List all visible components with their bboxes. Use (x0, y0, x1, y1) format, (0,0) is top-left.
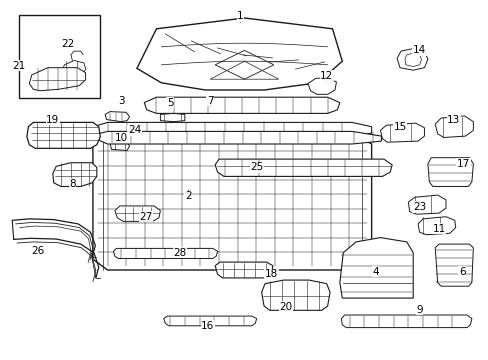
Polygon shape (396, 49, 427, 70)
Polygon shape (110, 140, 129, 150)
Polygon shape (115, 206, 160, 221)
Text: 19: 19 (46, 114, 60, 125)
Bar (19, 15, 100, 98)
Polygon shape (93, 133, 371, 270)
Text: 4: 4 (371, 267, 378, 277)
Polygon shape (434, 116, 472, 138)
Text: 18: 18 (264, 269, 278, 279)
Text: 14: 14 (412, 45, 426, 55)
Polygon shape (137, 18, 342, 90)
Text: 13: 13 (446, 114, 460, 125)
Text: 26: 26 (31, 246, 45, 256)
Text: 20: 20 (279, 302, 292, 312)
Text: 22: 22 (61, 39, 74, 49)
Text: 23: 23 (412, 202, 426, 212)
Text: 7: 7 (206, 96, 213, 106)
Polygon shape (27, 122, 100, 148)
Polygon shape (53, 163, 97, 186)
Polygon shape (407, 195, 445, 214)
Polygon shape (215, 159, 391, 176)
Text: 8: 8 (69, 179, 76, 189)
Text: 28: 28 (173, 248, 186, 258)
Text: 9: 9 (415, 305, 422, 315)
Polygon shape (98, 131, 381, 144)
Text: 12: 12 (319, 71, 333, 81)
Polygon shape (261, 280, 329, 310)
Polygon shape (105, 112, 129, 122)
Text: 3: 3 (118, 96, 124, 106)
Polygon shape (113, 248, 217, 258)
Polygon shape (93, 122, 371, 136)
Text: 21: 21 (12, 60, 25, 71)
Polygon shape (380, 123, 424, 142)
Polygon shape (307, 77, 336, 94)
Text: 11: 11 (431, 224, 445, 234)
Text: 1: 1 (237, 11, 244, 21)
Text: 10: 10 (115, 132, 127, 143)
Text: 25: 25 (249, 162, 263, 172)
Text: 24: 24 (127, 125, 141, 135)
Polygon shape (144, 97, 339, 113)
Polygon shape (163, 316, 256, 326)
Text: 15: 15 (392, 122, 406, 132)
Polygon shape (434, 244, 472, 286)
Polygon shape (341, 315, 471, 328)
Text: 2: 2 (184, 191, 191, 201)
Polygon shape (427, 158, 472, 186)
Polygon shape (29, 68, 85, 91)
Text: 6: 6 (458, 267, 465, 277)
Polygon shape (160, 113, 184, 122)
Text: 17: 17 (456, 159, 469, 169)
Polygon shape (417, 217, 455, 235)
Polygon shape (61, 60, 85, 79)
Text: 27: 27 (139, 212, 152, 222)
Polygon shape (215, 262, 272, 278)
Text: 16: 16 (201, 321, 214, 331)
Text: 5: 5 (166, 98, 173, 108)
Polygon shape (339, 238, 412, 298)
